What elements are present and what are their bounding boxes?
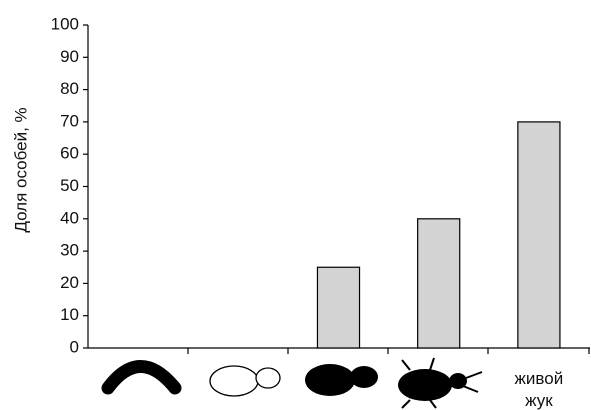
chart: Доля особей, % 0 10 20 30 40 50 60 70 80 90 100 [0,0,591,410]
icon-pupa-outline [210,366,280,396]
bar [518,122,560,348]
y-tick-label: 10 [60,305,79,324]
x-tick-label: живой жук [504,368,574,410]
y-tick-label: 100 [51,14,79,33]
y-tick-label: 30 [60,241,79,260]
y-tick-label: 70 [60,111,79,130]
bar [418,219,460,348]
y-tick-label: 0 [70,337,79,356]
icon-larva [108,367,175,389]
y-tick-label: 50 [60,176,79,195]
y-axis-label: Доля особей, % [11,107,30,232]
y-tick-label: 90 [60,47,79,66]
y-tick-label: 20 [60,273,79,292]
page: Доля особей, % 0 10 20 30 40 50 60 70 80 90 100 жи… [0,0,591,410]
bar [317,267,359,348]
icon-pupa-dark [305,364,378,396]
y-tick-label: 80 [60,79,79,98]
y-tick-label: 40 [60,208,79,227]
y-tick-label: 60 [60,144,79,163]
icon-beetle [398,358,482,408]
x-category-ticks [188,348,589,354]
